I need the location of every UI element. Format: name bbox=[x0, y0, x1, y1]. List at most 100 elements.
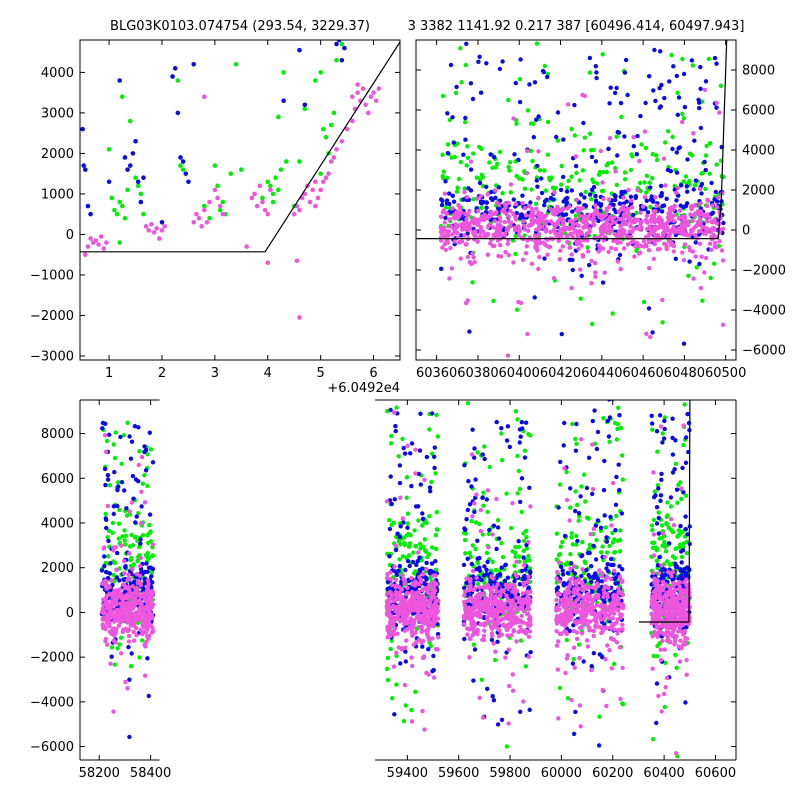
data-point-blue bbox=[409, 441, 415, 446]
data-point-pink bbox=[565, 225, 570, 230]
data-point-pink bbox=[120, 582, 126, 587]
data-point-pink bbox=[649, 228, 655, 233]
data-point-pink bbox=[436, 635, 441, 640]
data-point-green bbox=[570, 542, 576, 547]
data-point-pink bbox=[601, 196, 606, 201]
data-point-pink bbox=[444, 211, 449, 216]
data-point-blue bbox=[534, 117, 539, 122]
data-point-green bbox=[583, 499, 588, 504]
data-point-green bbox=[693, 183, 698, 188]
data-point-green bbox=[112, 455, 118, 461]
data-point-pink bbox=[109, 599, 114, 604]
plot-area bbox=[80, 40, 400, 320]
data-point-blue bbox=[466, 479, 471, 484]
data-point-green bbox=[668, 504, 674, 509]
data-point-pink bbox=[592, 611, 597, 616]
data-point-green bbox=[672, 183, 677, 189]
data-point-blue bbox=[653, 98, 658, 104]
data-point-green bbox=[614, 513, 619, 519]
data-point-pink bbox=[402, 682, 408, 688]
data-point-blue bbox=[692, 138, 697, 143]
data-point-pink bbox=[675, 185, 681, 191]
data-point-green bbox=[417, 541, 423, 547]
data-point-pink bbox=[431, 611, 436, 616]
data-point-pink bbox=[501, 604, 506, 610]
data-point-pink bbox=[552, 190, 557, 195]
data-point-pink bbox=[122, 558, 127, 564]
data-point-pink bbox=[399, 595, 404, 601]
data-point-green bbox=[568, 552, 573, 557]
data-point-blue bbox=[526, 585, 531, 590]
data-point-pink bbox=[114, 567, 119, 572]
right-panel-title: 3 3382 1141.92 0.217 387 [60496.414, 604… bbox=[408, 19, 745, 34]
data-point-blue bbox=[622, 134, 627, 139]
data-point-pink bbox=[499, 632, 504, 637]
data-point-blue bbox=[111, 504, 117, 509]
data-point-pink bbox=[142, 593, 147, 598]
data-point-pink bbox=[462, 593, 467, 598]
data-point-blue bbox=[520, 426, 525, 431]
data-point-pink bbox=[410, 602, 416, 608]
data-point-pink bbox=[535, 220, 540, 225]
data-point-pink bbox=[145, 578, 151, 583]
data-point-blue bbox=[697, 105, 702, 111]
data-point-blue bbox=[88, 211, 93, 217]
data-point-pink bbox=[478, 528, 483, 534]
data-point-pink bbox=[516, 232, 521, 238]
data-point-blue bbox=[585, 550, 591, 556]
data-point-blue bbox=[81, 163, 87, 168]
data-point-blue bbox=[598, 208, 603, 214]
data-point-green bbox=[574, 542, 579, 547]
data-point-blue bbox=[565, 570, 571, 576]
data-point-green bbox=[104, 438, 110, 444]
data-point-pink bbox=[585, 595, 590, 601]
data-point-pink bbox=[558, 248, 563, 253]
data-point-pink bbox=[603, 657, 608, 662]
data-point-blue bbox=[573, 163, 579, 169]
data-point-green bbox=[641, 299, 647, 305]
data-point-blue bbox=[418, 482, 423, 487]
data-point-pink bbox=[690, 218, 695, 223]
data-point-pink bbox=[475, 627, 480, 633]
data-point-pink bbox=[126, 639, 132, 644]
data-point-green bbox=[260, 195, 265, 201]
data-point-pink bbox=[608, 626, 613, 631]
data-point-green bbox=[334, 57, 339, 63]
data-point-pink bbox=[471, 627, 476, 632]
data-point-green bbox=[565, 696, 571, 701]
data-point-pink bbox=[146, 581, 151, 586]
data-point-pink bbox=[646, 248, 652, 253]
data-point-pink bbox=[519, 603, 525, 608]
x-tick-label: 60400 bbox=[499, 366, 540, 381]
data-point-pink bbox=[486, 619, 492, 624]
data-point-pink bbox=[149, 222, 154, 227]
data-point-blue bbox=[432, 465, 437, 471]
data-point-pink bbox=[608, 603, 614, 608]
data-point-blue bbox=[675, 112, 680, 118]
data-point-blue bbox=[573, 709, 578, 715]
data-point-green bbox=[146, 556, 151, 561]
data-point-green bbox=[416, 518, 421, 523]
data-point-pink bbox=[691, 276, 696, 281]
data-point-green bbox=[404, 533, 410, 538]
data-point-green bbox=[557, 482, 563, 487]
data-point-pink bbox=[554, 620, 560, 625]
data-point-pink bbox=[522, 206, 528, 211]
data-point-pink bbox=[512, 618, 517, 623]
data-point-pink bbox=[657, 215, 662, 220]
data-point-pink bbox=[133, 587, 138, 592]
data-point-blue bbox=[527, 82, 532, 87]
data-point-blue bbox=[499, 426, 504, 431]
data-point-green bbox=[670, 554, 676, 559]
data-point-blue bbox=[99, 568, 105, 573]
data-point-pink bbox=[447, 276, 452, 281]
data-point-green bbox=[515, 453, 520, 459]
data-point-pink bbox=[565, 102, 571, 107]
data-point-green bbox=[462, 537, 468, 543]
data-point-green bbox=[587, 131, 593, 136]
data-point-blue bbox=[432, 454, 437, 459]
data-point-pink bbox=[589, 602, 595, 607]
data-point-blue bbox=[562, 420, 567, 426]
data-point-pink bbox=[435, 610, 440, 615]
data-point-pink bbox=[645, 226, 650, 232]
